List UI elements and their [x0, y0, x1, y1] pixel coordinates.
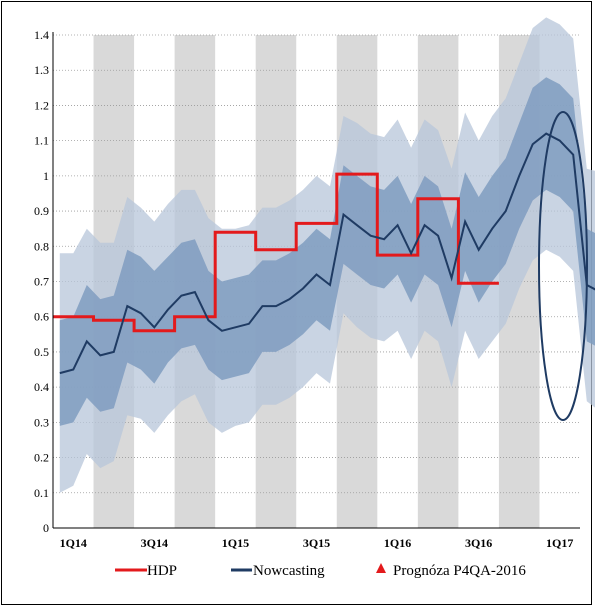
y-tick-1: 0.1: [34, 486, 49, 500]
x-tick-labels: 1Q14 3Q14 1Q15 3Q15 1Q16 3Q16 1Q17: [60, 536, 574, 550]
y-tick-3: 0.3: [34, 415, 49, 429]
y-tick-8: 0.8: [34, 239, 49, 253]
x-tick-1Q14: 1Q14: [60, 536, 87, 550]
x-tick-1Q16: 1Q16: [384, 536, 411, 550]
y-tick-10: 1: [43, 169, 49, 183]
confidence-bands: [59, 17, 595, 493]
axes: [52, 32, 580, 529]
y-tick-labels: 0 0.1 0.2 0.3 0.4 0.5 0.6 0.7 0.8 0.9 1 1.1 1.2 1.3 1.…: [34, 28, 49, 535]
series-nowcasting-line: [59, 132, 595, 375]
y-tick-12: 1.2: [34, 98, 49, 112]
band-inner: [59, 77, 595, 426]
highlight-ellipse: [538, 111, 588, 421]
y-tick-6: 0.6: [34, 310, 49, 324]
series-hdp-line: [53, 172, 499, 333]
y-tick-13: 1.3: [34, 63, 49, 77]
legend-hdp-label: HDP: [147, 563, 177, 579]
y-tick-2: 0.2: [34, 451, 49, 465]
y-tick-14: 1.4: [34, 28, 49, 42]
y-tick-0: 0: [43, 521, 49, 535]
y-tick-11: 1.1: [34, 134, 49, 148]
series-lines: [53, 132, 595, 375]
legend-nowcasting-label: Nowcasting: [253, 563, 325, 579]
x-tick-3Q15: 3Q15: [303, 536, 330, 550]
y-tick-5: 0.5: [34, 345, 49, 359]
x-tick-1Q17: 1Q17: [546, 536, 573, 550]
y-tick-4: 0.4: [34, 380, 49, 394]
x-tick-3Q16: 3Q16: [465, 536, 492, 550]
legend: HDP Nowcasting Prognóza P4QA-2016: [115, 563, 526, 579]
x-tick-3Q14: 3Q14: [141, 536, 168, 550]
legend-forecast-label: Prognóza P4QA-2016: [393, 563, 526, 579]
x-tick-1Q15: 1Q15: [222, 536, 249, 550]
legend-forecast-swatch: [376, 563, 386, 573]
y-tick-9: 0.9: [34, 204, 49, 218]
y-tick-7: 0.7: [34, 275, 49, 289]
